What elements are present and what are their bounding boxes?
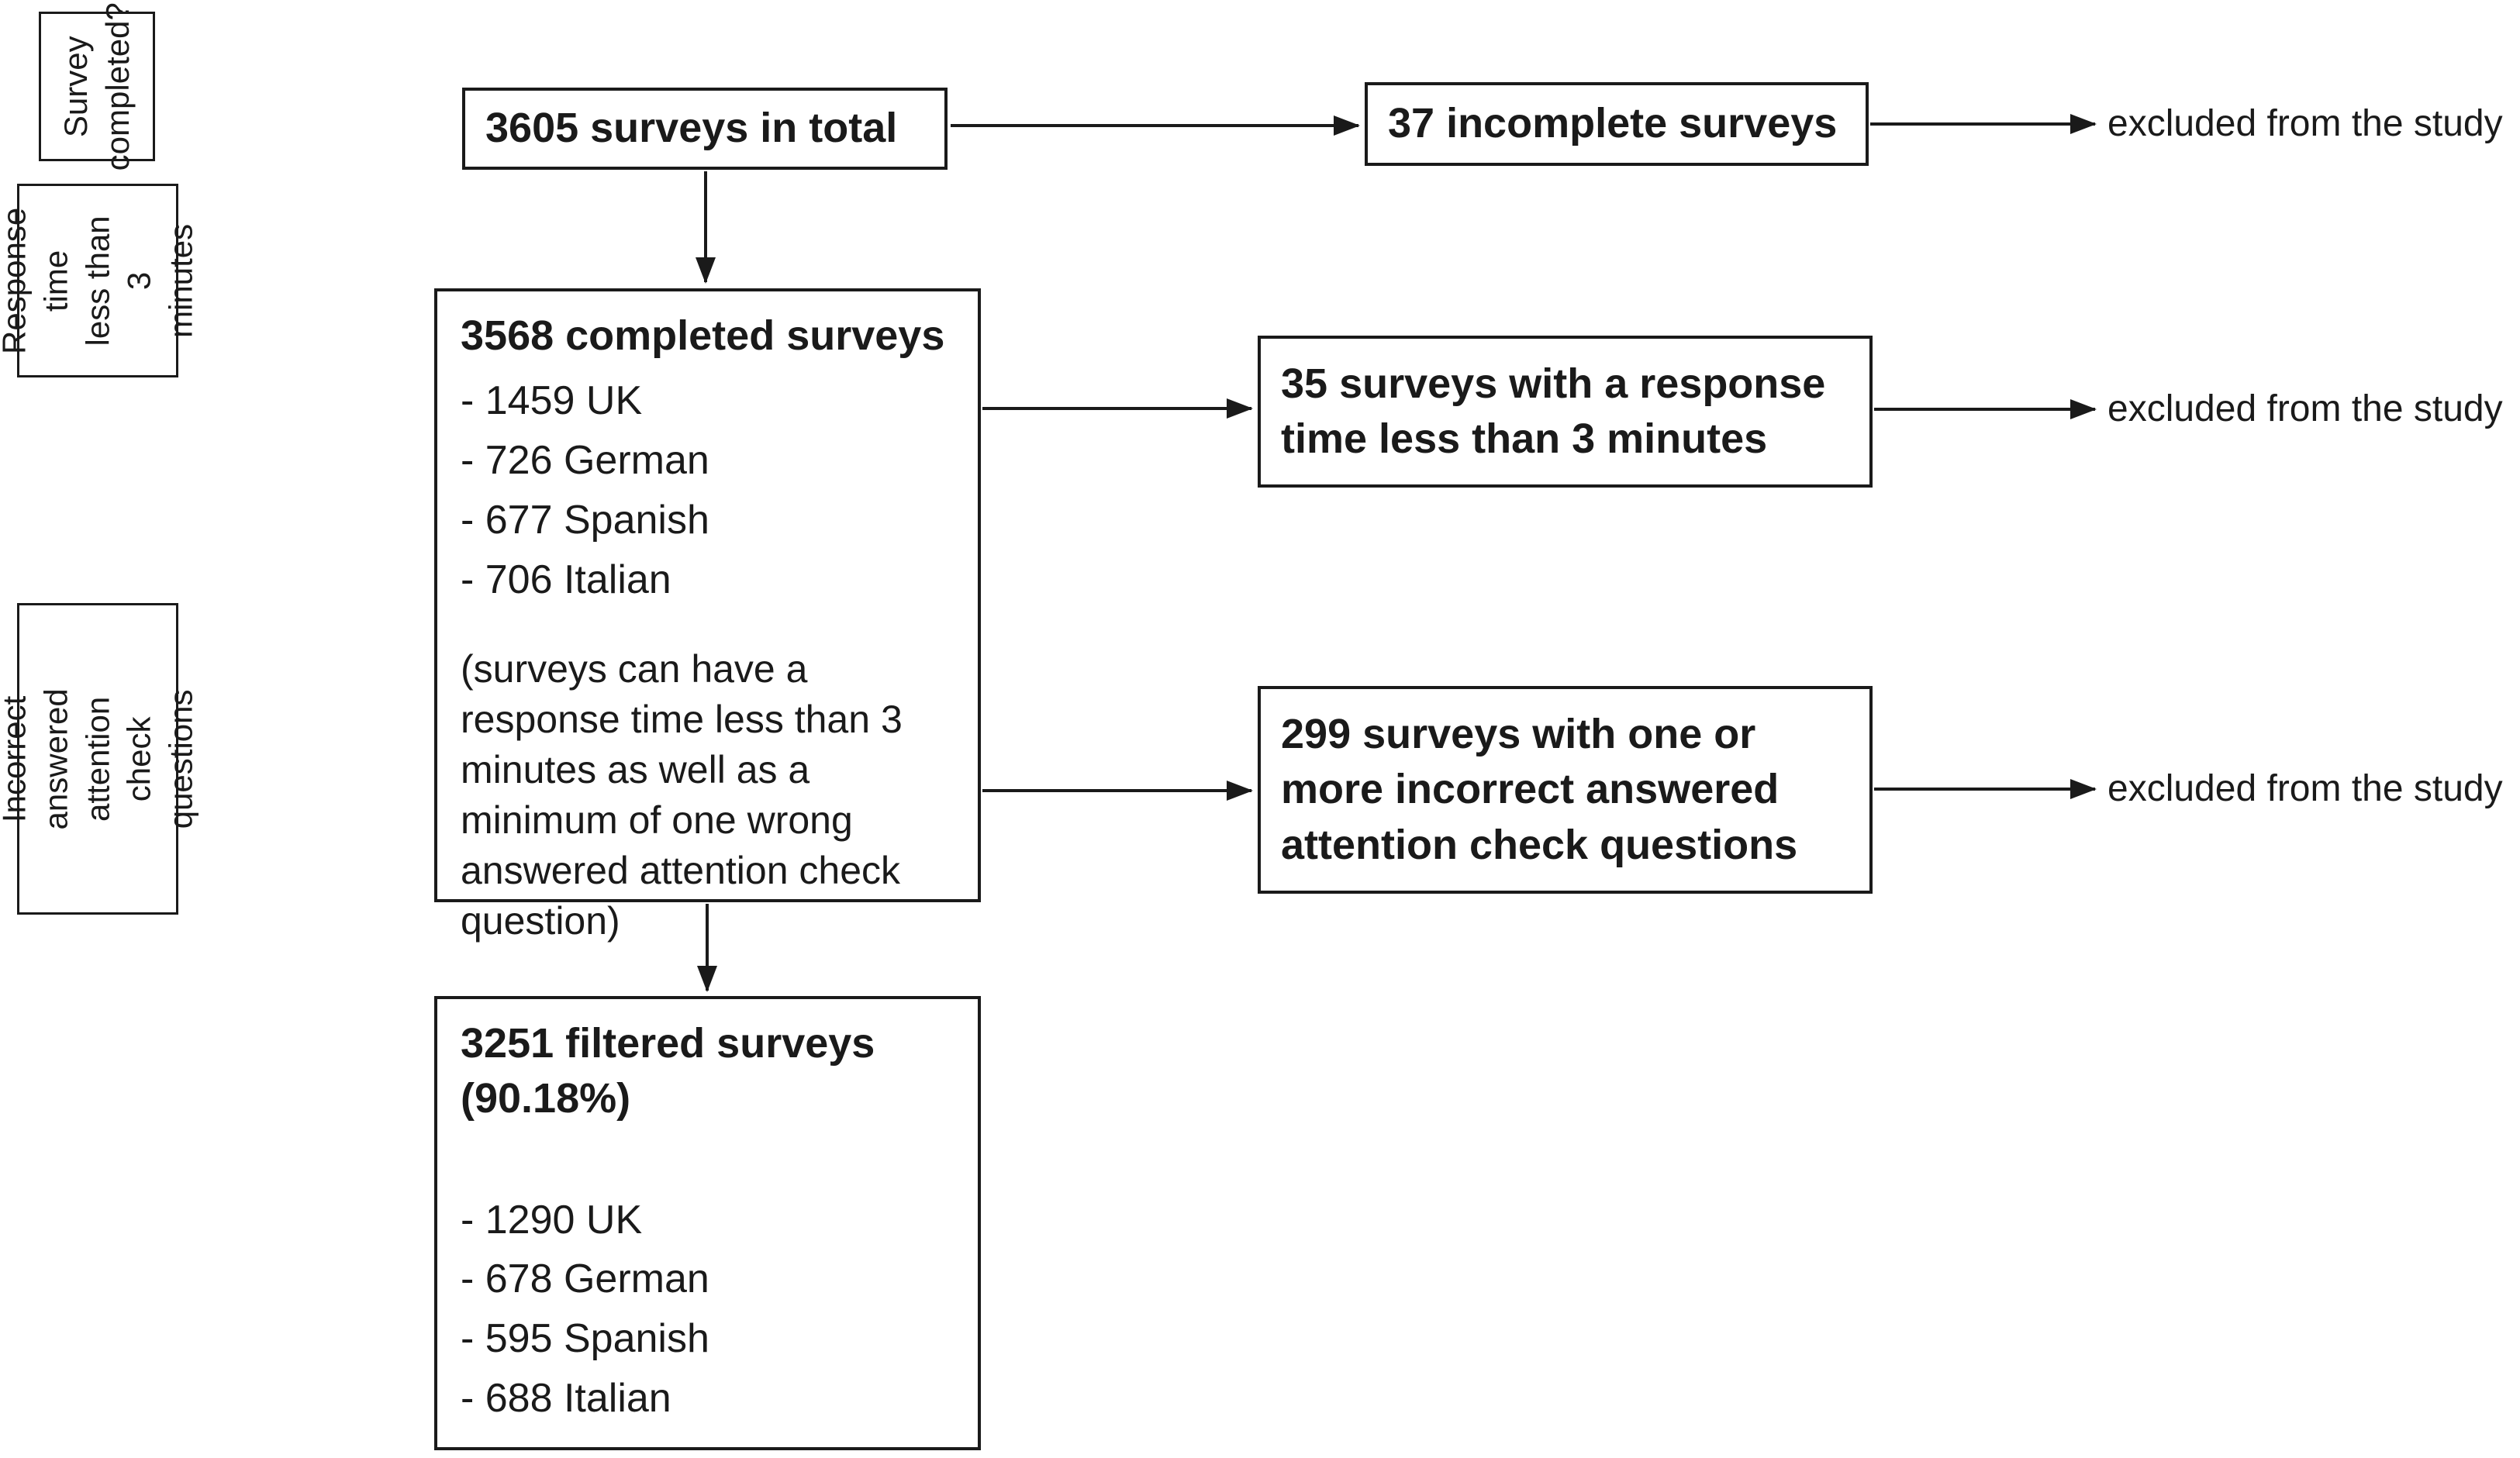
list-item: - 1459 UK <box>461 378 643 424</box>
node-title: 3568 completed surveys <box>461 312 945 359</box>
row-label-text: Response time less than 3 minutes <box>0 207 199 354</box>
list-item: - 677 Spanish <box>461 498 709 543</box>
row-label-response-time: Response time less than 3 minutes <box>0 184 199 377</box>
list-item: - 595 Spanish <box>461 1316 709 1362</box>
node-attention-check-exclusions: 299 surveys with one or more incorrect a… <box>1258 686 1873 894</box>
list-item: - 678 German <box>461 1256 709 1302</box>
node-title: 299 surveys with one or more incorrect a… <box>1281 711 1798 868</box>
country-breakdown-list: - 1459 UK - 726 German - 677 Spanish - 7… <box>461 371 954 610</box>
node-title: 35 surveys with a response time less tha… <box>1281 360 1826 462</box>
excluded-label: excluded from the study <box>2107 768 2503 809</box>
node-filtered-surveys: 3251 filtered surveys (90.18%) - 1290 UK… <box>434 996 981 1450</box>
row-label-text: Incorrect answered attention check quest… <box>0 688 199 830</box>
node-total-surveys: 3605 surveys in total <box>462 88 948 170</box>
country-breakdown-list: - 1290 UK - 678 German - 595 Spanish - 6… <box>461 1191 954 1429</box>
node-incomplete-surveys: 37 incomplete surveys <box>1365 82 1869 166</box>
spacer <box>461 1127 954 1191</box>
list-item: - 688 Italian <box>461 1376 671 1422</box>
node-title: 37 incomplete surveys <box>1388 100 1838 147</box>
row-label-survey-completed: Survey completed? <box>39 2 155 171</box>
node-title: 3605 surveys in total <box>485 105 898 152</box>
list-item: - 726 German <box>461 438 709 484</box>
list-item: - 1290 UK <box>461 1197 643 1243</box>
row-label-text: Survey completed? <box>57 2 136 171</box>
node-response-time-exclusions: 35 surveys with a response time less tha… <box>1258 336 1873 488</box>
excluded-label: excluded from the study <box>2107 103 2503 144</box>
node-title: 3251 filtered surveys (90.18%) <box>461 1020 875 1122</box>
list-item: - 706 Italian <box>461 557 671 603</box>
node-completed-surveys: 3568 completed surveys - 1459 UK - 726 G… <box>434 288 981 943</box>
overlap-note: (surveys can have a response time less t… <box>461 647 903 943</box>
row-label-attention-checks: Incorrect answered attention check quest… <box>0 603 199 915</box>
excluded-label: excluded from the study <box>2107 388 2503 429</box>
